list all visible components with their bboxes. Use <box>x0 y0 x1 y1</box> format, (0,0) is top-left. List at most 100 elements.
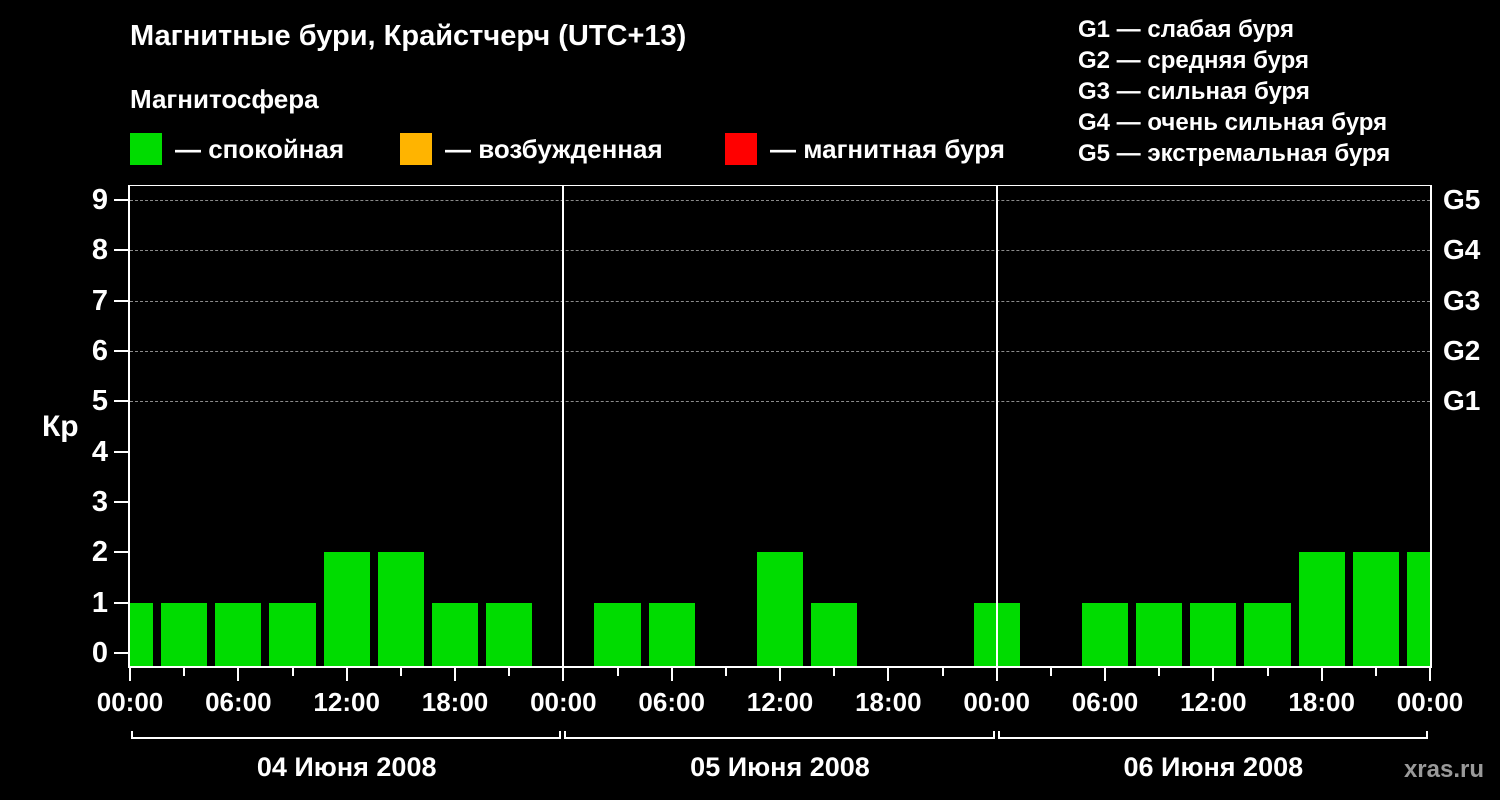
kp-bar <box>215 602 262 668</box>
kp-bar <box>756 552 804 668</box>
x-axis-tick <box>1212 668 1215 681</box>
kp-bar <box>1406 552 1430 668</box>
x-tick-label: 00:00 <box>530 687 597 717</box>
x-axis-tick <box>1266 668 1269 676</box>
x-tick-label: 18:00 <box>855 687 922 717</box>
x-tick-label: 00:00 <box>96 687 164 717</box>
storm-scale-line: G5 — экстремальная буря <box>1078 140 1391 167</box>
plot-area <box>130 185 1430 668</box>
kp-bar <box>811 602 858 668</box>
x-tick-label: 12:00 <box>746 687 814 717</box>
kp-bar <box>323 552 370 668</box>
x-tick-label: 06:00 <box>1071 687 1139 717</box>
y-tick-label: 2 <box>91 536 108 569</box>
kp-bar <box>1081 602 1129 668</box>
x-tick-label: 12:00 <box>313 687 380 717</box>
x-axis-tick <box>508 668 511 676</box>
x-axis-tick <box>833 668 836 676</box>
y-axis-tick <box>114 350 128 352</box>
y-tick-label: 1 <box>91 586 108 619</box>
y-axis-tick <box>114 551 128 554</box>
y-axis-tick <box>114 450 128 453</box>
legend-swatch-quiet <box>130 133 162 165</box>
x-axis-tick <box>345 668 348 681</box>
plot-border-top <box>128 185 1432 186</box>
storm-scale-line: G3 — сильная буря <box>1078 78 1310 105</box>
date-bracket <box>131 731 562 747</box>
kp-bar <box>1190 602 1237 668</box>
legend-swatch-storm <box>725 133 757 165</box>
x-axis-tick <box>562 668 565 681</box>
legend-swatch-excited <box>400 133 432 165</box>
x-tick-label: 00:00 <box>963 687 1030 717</box>
y-axis-title: Кр <box>42 410 79 443</box>
kp-bar <box>486 602 533 668</box>
x-axis-tick <box>129 668 131 681</box>
kp-bar <box>1244 602 1291 668</box>
x-axis-tick <box>1158 668 1161 676</box>
y-tick-label: 6 <box>91 335 108 367</box>
x-axis-tick <box>291 668 294 676</box>
x-tick-label: 06:00 <box>638 687 705 717</box>
x-axis-tick <box>724 668 727 676</box>
legend-item-excited: — возбужденная <box>400 132 663 166</box>
y-axis-tick <box>114 601 128 604</box>
x-axis-tick <box>1374 668 1377 676</box>
kp-bar <box>648 602 695 668</box>
date-bracket <box>564 731 995 747</box>
x-tick-label: 00:00 <box>1396 687 1464 717</box>
y-axis-tick <box>114 299 128 302</box>
chart-subtitle: Магнитосфера <box>130 84 319 114</box>
right-axis-label: G5 <box>1443 184 1481 215</box>
kp-bar <box>130 602 154 668</box>
grid-line-6 <box>130 351 1430 352</box>
plot-border-right <box>1430 185 1432 668</box>
day-separator <box>995 185 998 668</box>
grid-line-5 <box>130 401 1430 403</box>
y-axis-tick <box>114 501 128 503</box>
kp-bar <box>431 602 479 668</box>
x-tick-label: 06:00 <box>205 687 272 717</box>
x-axis-tick <box>995 668 998 681</box>
right-axis-label: G3 <box>1443 284 1481 316</box>
y-axis-tick <box>114 652 128 654</box>
right-axis-label: G4 <box>1443 234 1481 266</box>
grid-line-7 <box>130 300 1430 302</box>
right-axis-label: G1 <box>1443 385 1481 417</box>
date-label: 06 Июня 2008 <box>1123 752 1304 782</box>
x-axis-tick <box>454 668 456 681</box>
grid-line-8 <box>130 250 1430 252</box>
x-axis-tick <box>887 668 890 681</box>
kp-bar <box>594 602 641 668</box>
grid-line-9 <box>130 200 1430 201</box>
plot-border-left <box>128 185 130 668</box>
x-axis-tick <box>616 668 619 676</box>
y-tick-label: 3 <box>91 486 108 518</box>
kp-bar <box>1352 552 1399 668</box>
x-axis-tick <box>1104 668 1106 681</box>
legend-item-quiet: — спокойная <box>130 132 344 166</box>
x-axis-tick <box>237 668 240 681</box>
y-tick-label: 8 <box>91 234 108 267</box>
x-tick-label: 18:00 <box>1288 687 1355 717</box>
y-tick-label: 5 <box>91 385 108 418</box>
storm-scale-line: G4 — очень сильная буря <box>1078 109 1388 136</box>
storm-scale-line: G1 — слабая буря <box>1078 16 1295 43</box>
x-axis-tick <box>779 668 781 681</box>
y-tick-label: 7 <box>91 284 108 317</box>
storm-scale-legend: G1 — слабая буря G2 — средняя буря G3 — си… <box>1078 14 1390 169</box>
date-label: 04 Июня 2008 <box>256 752 437 782</box>
legend-item-label: — возбужденная <box>445 133 663 164</box>
legend-item-storm: — магнитная буря <box>725 132 1005 166</box>
y-tick-label: 9 <box>91 184 108 216</box>
x-axis-tick <box>670 668 673 681</box>
y-axis-tick <box>114 249 128 252</box>
x-axis-tick <box>183 668 186 676</box>
x-tick-label: 18:00 <box>421 687 489 717</box>
x-axis-tick <box>1049 668 1052 676</box>
date-bracket <box>997 731 1429 747</box>
kp-bar <box>269 602 316 668</box>
plot-border-bottom <box>128 666 1432 668</box>
day-separator <box>562 185 565 668</box>
kp-bar <box>1136 602 1183 668</box>
